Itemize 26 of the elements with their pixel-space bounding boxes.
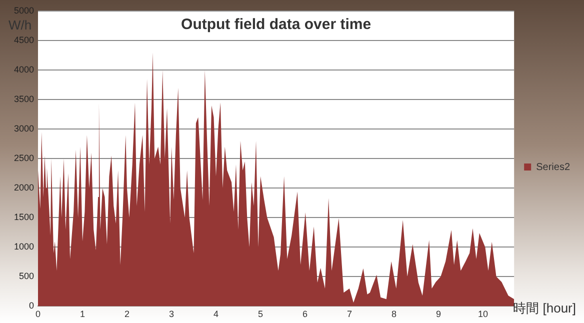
legend-label: Series2 (536, 162, 570, 173)
x-tick-label: 2 (124, 309, 130, 320)
y-tick-label: 4000 (14, 64, 34, 75)
x-tick-label: 8 (391, 309, 396, 320)
y-tick-label: 1000 (14, 242, 34, 252)
x-tick-label: 5 (258, 309, 263, 320)
y-tick-label: 2000 (14, 182, 34, 193)
y-tick-label: 2500 (14, 153, 34, 164)
x-tick-label: 1 (80, 309, 86, 320)
x-tick-label: 10 (478, 309, 488, 320)
y-tick-label: 0 (28, 300, 34, 311)
x-tick-label: 3 (168, 309, 174, 320)
y-tick-label: 3000 (14, 124, 34, 134)
x-tick-label: 4 (213, 309, 218, 320)
y-tick-label: 1500 (14, 212, 34, 222)
y-tick-label: 4500 (14, 35, 34, 46)
x-tick-label: 6 (302, 309, 308, 320)
x-tick-label: 9 (436, 309, 441, 320)
chart-title: Output field data over time (181, 16, 372, 34)
y-tick-label: 3500 (14, 94, 34, 104)
x-tick-label: 7 (346, 309, 352, 320)
x-axis-title: 時間 [hour] (513, 300, 576, 316)
y-axis-title: W/h (8, 18, 32, 33)
y-tick-label: 5000 (14, 5, 34, 16)
y-tick-label: 500 (18, 271, 34, 282)
x-tick-label: 0 (35, 309, 41, 320)
